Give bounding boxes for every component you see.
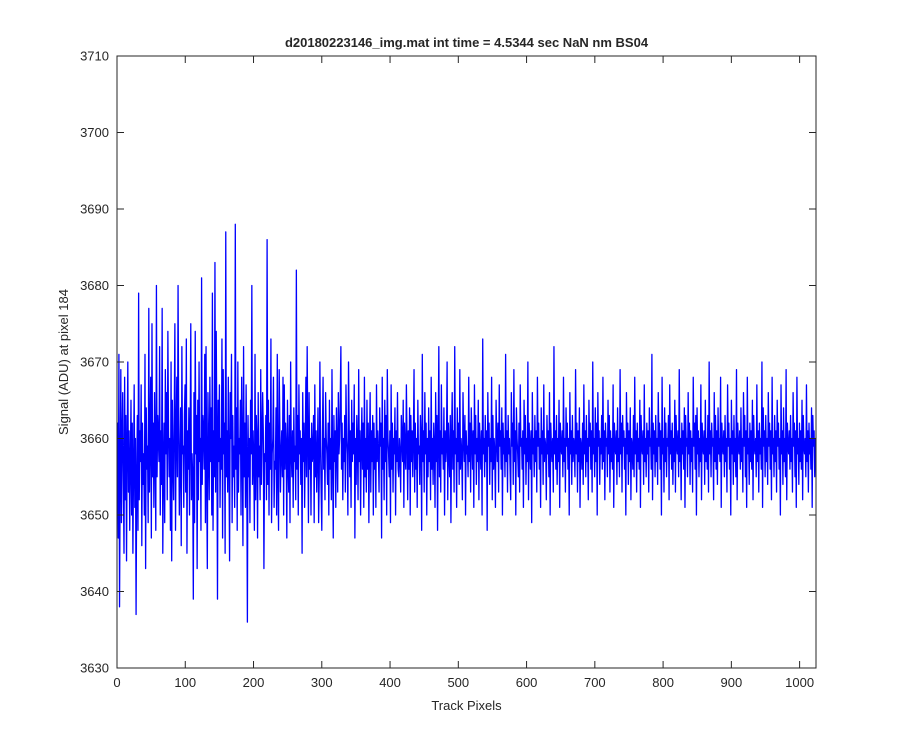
axis-ticks: 0 100 200 300 400 500 600 700 800 900 1000 3630 3640… [80, 49, 816, 690]
x-tick-label: 300 [311, 675, 333, 690]
x-tick-label: 1000 [785, 675, 814, 690]
x-tick-label: 200 [243, 675, 265, 690]
x-tick-label: 400 [379, 675, 401, 690]
axes-box [116, 55, 817, 669]
y-tick-label: 3700 [80, 125, 109, 140]
y-tick-label: 3690 [80, 202, 109, 217]
y-tick-label: 3650 [80, 508, 109, 523]
chart-title: d20180223146_img.mat int time = 4.5344 s… [285, 35, 649, 50]
y-tick-label: 3670 [80, 355, 109, 370]
x-tick-label: 0 [113, 675, 120, 690]
y-tick-label: 3630 [80, 661, 109, 676]
y-axis-label: Signal (ADU) at pixel 184 [56, 289, 71, 435]
x-tick-label: 900 [721, 675, 743, 690]
signal-line [117, 223, 816, 623]
y-tick-label: 3660 [80, 431, 109, 446]
axes-background [117, 56, 816, 668]
plot-area [117, 223, 816, 623]
y-tick-label: 3640 [80, 584, 109, 599]
x-tick-label: 500 [447, 675, 469, 690]
x-tick-label: 100 [174, 675, 196, 690]
y-tick-label: 3680 [80, 278, 109, 293]
x-tick-label: 700 [584, 675, 606, 690]
y-tick-label: 3710 [80, 49, 109, 64]
x-axis-label: Track Pixels [431, 698, 502, 713]
x-tick-label: 600 [516, 675, 538, 690]
x-tick-label: 800 [652, 675, 674, 690]
